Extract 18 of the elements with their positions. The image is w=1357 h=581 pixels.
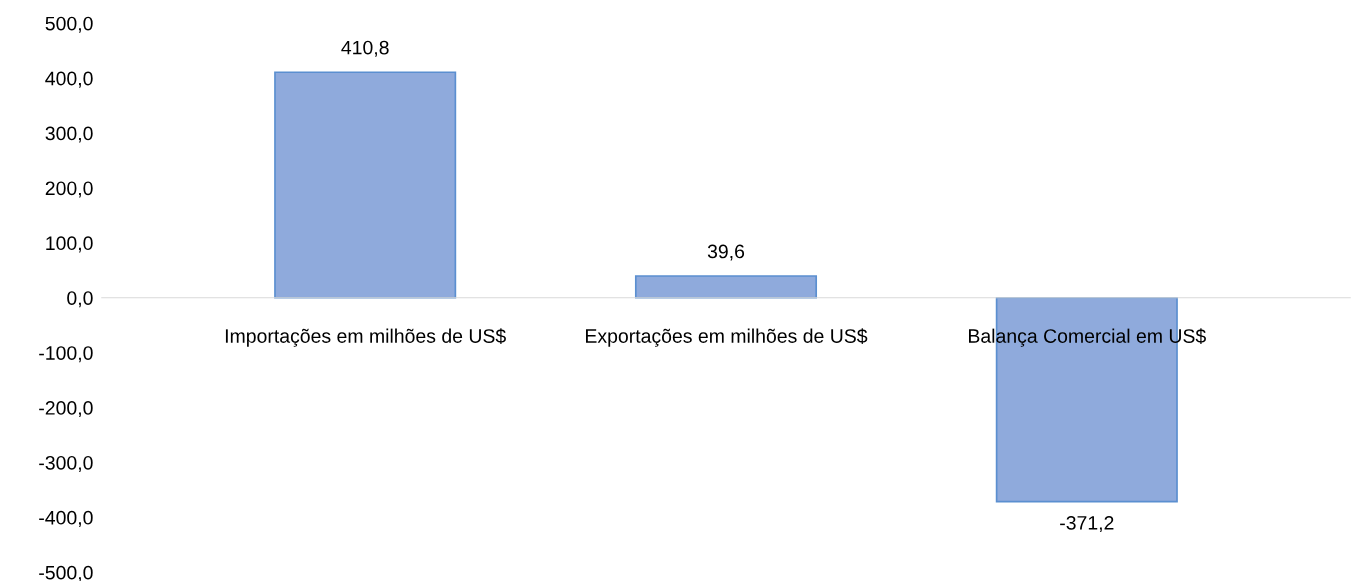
y-tick-label: -400,0 xyxy=(39,510,93,527)
bar xyxy=(274,71,457,299)
y-tick-label: 0,0 xyxy=(67,291,93,308)
y-tick-label: -200,0 xyxy=(39,401,93,418)
y-tick-label: -500,0 xyxy=(39,565,93,581)
data-label: 410,8 xyxy=(341,40,389,57)
data-label: -371,2 xyxy=(1060,515,1114,533)
data-label: 39,6 xyxy=(707,244,745,261)
y-tick-label: 400,0 xyxy=(45,71,93,88)
x-tick-label: Importações em milhões de US$ xyxy=(225,328,506,347)
y-tick-label: 500,0 xyxy=(45,16,93,33)
y-tick-label: 100,0 xyxy=(46,236,93,253)
y-tick-label: 200,0 xyxy=(45,181,93,198)
bar xyxy=(634,275,818,299)
y-tick-label: -100,0 xyxy=(39,346,93,363)
x-tick-label: Exportações em milhões de US$ xyxy=(586,328,868,347)
y-tick-label: 300,0 xyxy=(45,126,93,143)
y-tick-label: -300,0 xyxy=(39,455,93,473)
